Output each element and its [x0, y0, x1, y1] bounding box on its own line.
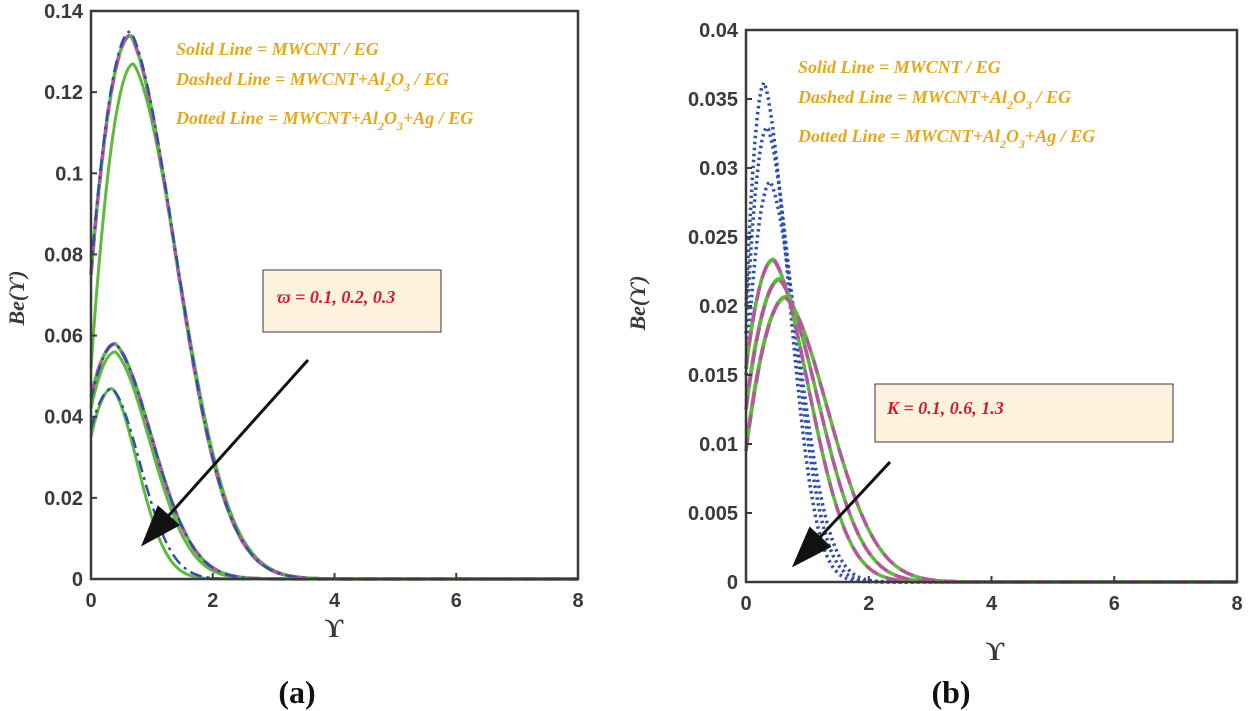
chart-b-ytick-label: 0.005	[688, 503, 738, 525]
chart-b-ytick-label: 0.015	[688, 365, 738, 387]
chart-a-legend-solid: Solid Line = MWCNT / EG	[176, 39, 379, 59]
chart-a-series-5	[89, 341, 578, 581]
chart-b-ytick-label: 0.025	[688, 227, 738, 249]
chart-a-series-4	[89, 350, 578, 581]
chart-a-series-6	[89, 342, 578, 581]
chart-a-ylabel: Be(ϒ)	[4, 270, 29, 326]
chart-a-ytick-label: 0	[72, 569, 83, 591]
chart-a-ytick-label: 0.14	[44, 1, 84, 23]
chart-panel-b: 0 2 4 6 8 0 0.005 0.01 0.015 0.02 0.025 0.03 0.035 0.…	[625, 20, 1243, 710]
chart-b-series	[744, 80, 1237, 584]
chart-b-series-2	[744, 125, 1237, 584]
chart-a-xlabel: ϒ	[325, 614, 344, 643]
chart-a-ytick-label: 0.08	[44, 244, 83, 266]
chart-b-sublabel: (b)	[931, 674, 970, 710]
chart-a-annotation-box	[262, 269, 442, 333]
chart-b-ytick-label: 0.03	[699, 158, 738, 180]
chart-a-ytick-label: 0.06	[44, 326, 83, 348]
chart-b-xtick-label: 4	[986, 593, 998, 615]
chart-b-series-1	[744, 80, 1237, 584]
chart-b-axes-box	[744, 28, 1239, 584]
chart-a-ytick-label: 0.02	[44, 488, 83, 510]
chart-a-xtick-label: 2	[207, 590, 218, 612]
chart-a-ticks: 0 2 4 6 8 0 0.02 0.04 0.06 0.08 0.1 0.12 0.14	[44, 1, 584, 612]
chart-b-xtick-label: 2	[863, 593, 874, 615]
chart-b-legend-solid: Solid Line = MWCNT / EG	[798, 57, 1001, 77]
chart-b-xtick-label: 8	[1231, 593, 1242, 615]
chart-a-xtick-label: 6	[451, 590, 462, 612]
chart-a-xtick-label: 8	[572, 590, 583, 612]
chart-b-ytick-label: 0.035	[688, 89, 738, 111]
chart-a-series-5-overlay	[89, 341, 578, 581]
chart-b-legend-dashed: Dashed Line = MWCNT+Al2O3 / EG	[797, 87, 1071, 112]
chart-b-xtick-label: 6	[1109, 593, 1120, 615]
chart-a-annotation: ϖ = 0.1, 0.2, 0.3	[277, 287, 395, 307]
chart-b-xtick-label: 0	[740, 593, 751, 615]
chart-b-ytick-label: 0.04	[699, 20, 739, 42]
chart-b-ticks: 0 2 4 6 8 0 0.005 0.01 0.015 0.02 0.025 0.03 0.035 0.…	[688, 20, 1243, 615]
chart-a-ytick-label: 0.12	[44, 82, 83, 104]
chart-a-trend-arrow	[140, 358, 310, 547]
chart-a-sublabel: (a)	[278, 674, 315, 710]
chart-b-ylabel: Be(ϒ)	[625, 275, 650, 331]
chart-b-ytick-label: 0	[727, 572, 738, 594]
chart-b-ytick-label: 0.02	[699, 296, 738, 318]
chart-panel-a: 0 2 4 6 8 0 0.02 0.04 0.06 0.08 0.1 0.12 0.14 Solid …	[4, 1, 584, 710]
chart-b-trend-arrow	[791, 460, 892, 568]
chart-a-xtick-label: 0	[85, 590, 96, 612]
chart-a-legend-dashed: Dashed Line = MWCNT+Al2O3 / EG	[175, 69, 449, 94]
chart-a-ytick-label: 0.1	[55, 163, 83, 185]
chart-b-legend-dotted: Dotted Line = MWCNT+Al2O3+Ag / EG	[797, 126, 1095, 151]
chart-b-annotation: K = 0.1, 0.6, 1.3	[886, 398, 1004, 418]
chart-a-legend-dotted: Dotted Line = MWCNT+Al2O3+Ag / EG	[175, 108, 473, 133]
chart-a-xtick-label: 4	[329, 590, 341, 612]
chart-b-ytick-label: 0.01	[699, 434, 738, 456]
chart-a-ytick-label: 0.04	[44, 407, 84, 429]
chart-b-xlabel: ϒ	[986, 637, 1005, 666]
chart-b-annotation-box	[874, 383, 1174, 443]
